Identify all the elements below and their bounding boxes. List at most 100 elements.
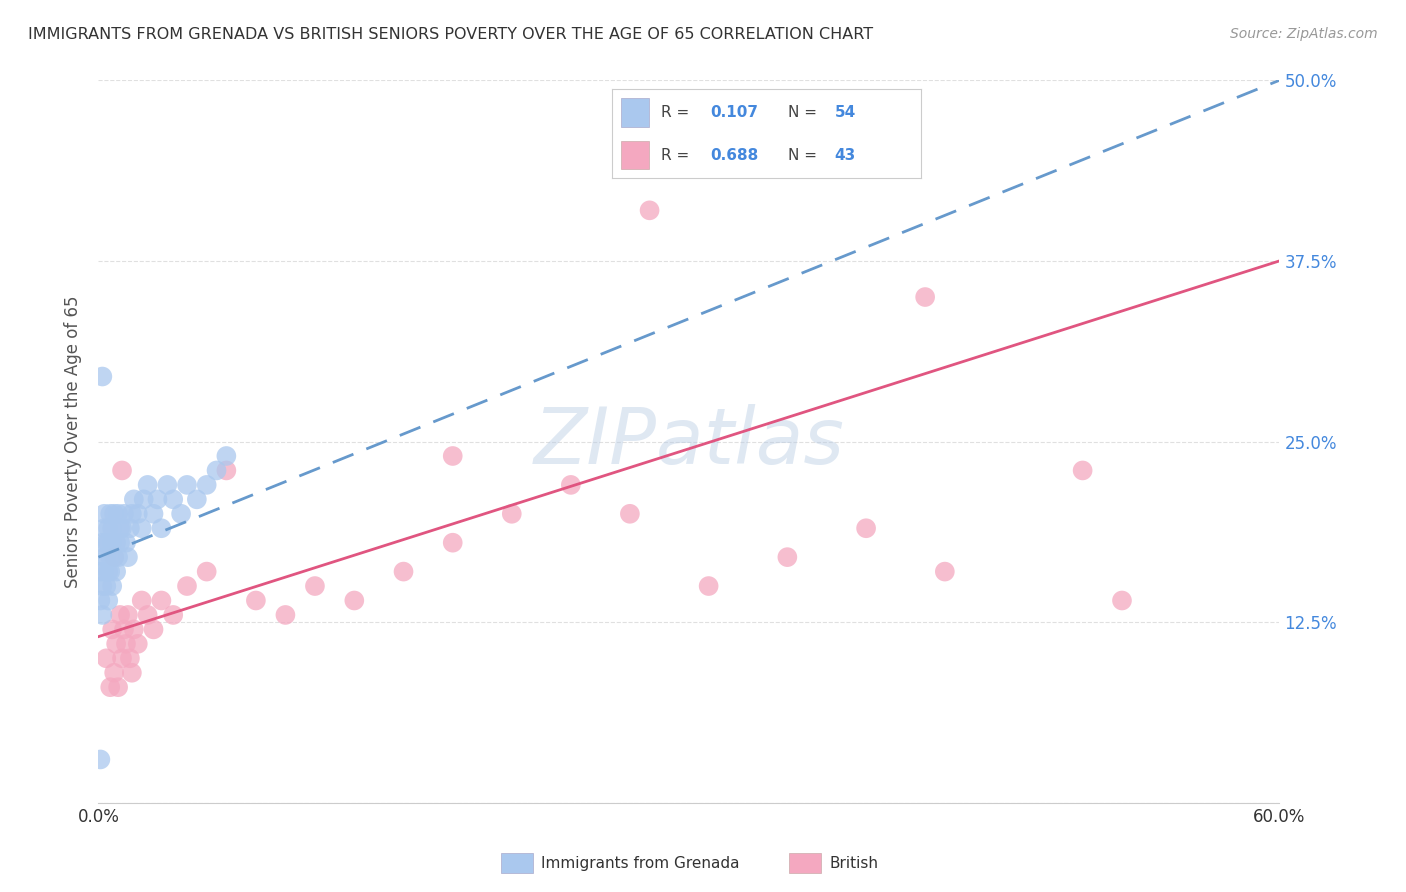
Point xyxy=(1071,463,1094,477)
Point xyxy=(97,593,120,607)
Text: N =: N = xyxy=(787,148,821,162)
Point xyxy=(162,492,184,507)
Text: N =: N = xyxy=(787,105,821,120)
Point xyxy=(97,535,120,549)
Point xyxy=(108,521,131,535)
Point xyxy=(501,507,523,521)
Point xyxy=(118,521,141,535)
Point xyxy=(127,637,149,651)
Point xyxy=(697,579,720,593)
Point xyxy=(122,492,145,507)
Point xyxy=(89,752,111,766)
Point xyxy=(132,492,155,507)
Point xyxy=(108,535,131,549)
Point xyxy=(97,521,120,535)
Point xyxy=(776,550,799,565)
Point xyxy=(101,521,124,535)
Point xyxy=(176,579,198,593)
Point xyxy=(142,623,165,637)
Point xyxy=(96,651,118,665)
Text: British: British xyxy=(830,856,879,871)
Text: Source: ZipAtlas.com: Source: ZipAtlas.com xyxy=(1230,27,1378,41)
Point xyxy=(441,449,464,463)
Point xyxy=(97,565,120,579)
Point xyxy=(150,521,173,535)
Point xyxy=(205,463,228,477)
Point xyxy=(304,579,326,593)
Point xyxy=(560,478,582,492)
Point xyxy=(101,579,124,593)
Point xyxy=(117,607,139,622)
Point xyxy=(156,478,179,492)
Text: Immigrants from Grenada: Immigrants from Grenada xyxy=(541,856,740,871)
Point xyxy=(93,565,115,579)
Point xyxy=(107,680,129,694)
Point xyxy=(98,507,121,521)
Point xyxy=(103,550,125,565)
Point xyxy=(392,565,415,579)
Point xyxy=(131,593,153,607)
Point xyxy=(101,623,124,637)
Point xyxy=(934,565,956,579)
Point xyxy=(93,507,115,521)
Point xyxy=(441,535,464,549)
Point xyxy=(170,507,193,521)
Point xyxy=(89,593,111,607)
FancyBboxPatch shape xyxy=(621,98,648,127)
Point xyxy=(162,607,184,622)
Point xyxy=(855,521,877,535)
Point xyxy=(111,651,134,665)
FancyBboxPatch shape xyxy=(501,853,533,873)
Point xyxy=(274,607,297,622)
Point xyxy=(103,507,125,521)
Point xyxy=(1111,593,1133,607)
Text: R =: R = xyxy=(661,105,695,120)
Point xyxy=(146,492,169,507)
Point xyxy=(127,507,149,521)
Point xyxy=(112,623,135,637)
Point xyxy=(131,521,153,535)
Point xyxy=(105,637,128,651)
Point xyxy=(115,535,138,549)
FancyBboxPatch shape xyxy=(621,141,648,169)
Text: 0.107: 0.107 xyxy=(710,105,759,120)
Point xyxy=(245,593,267,607)
Point xyxy=(96,535,118,549)
Point xyxy=(136,607,159,622)
Point xyxy=(96,550,118,565)
Point xyxy=(98,565,121,579)
Point xyxy=(112,507,135,521)
Point xyxy=(215,449,238,463)
Point xyxy=(215,463,238,477)
Point xyxy=(121,665,143,680)
Point xyxy=(195,565,218,579)
Point xyxy=(195,478,218,492)
Point xyxy=(111,463,134,477)
Point xyxy=(91,535,114,549)
Point xyxy=(98,680,121,694)
Point xyxy=(91,607,114,622)
Point xyxy=(638,203,661,218)
Point xyxy=(176,478,198,492)
Text: 43: 43 xyxy=(834,148,856,162)
Point xyxy=(96,579,118,593)
Point xyxy=(122,623,145,637)
Point xyxy=(115,637,138,651)
Point xyxy=(103,665,125,680)
Text: R =: R = xyxy=(661,148,695,162)
Point xyxy=(91,579,114,593)
Point xyxy=(914,290,936,304)
Point xyxy=(101,535,124,549)
Point xyxy=(93,550,115,565)
Text: IMMIGRANTS FROM GRENADA VS BRITISH SENIORS POVERTY OVER THE AGE OF 65 CORRELATIO: IMMIGRANTS FROM GRENADA VS BRITISH SENIO… xyxy=(28,27,873,42)
Point xyxy=(93,521,115,535)
Point xyxy=(91,369,114,384)
Point xyxy=(186,492,208,507)
Point xyxy=(107,550,129,565)
Text: 54: 54 xyxy=(834,105,856,120)
Point xyxy=(136,478,159,492)
Point xyxy=(142,507,165,521)
Point xyxy=(103,550,125,565)
Point xyxy=(111,521,134,535)
Point xyxy=(117,550,139,565)
